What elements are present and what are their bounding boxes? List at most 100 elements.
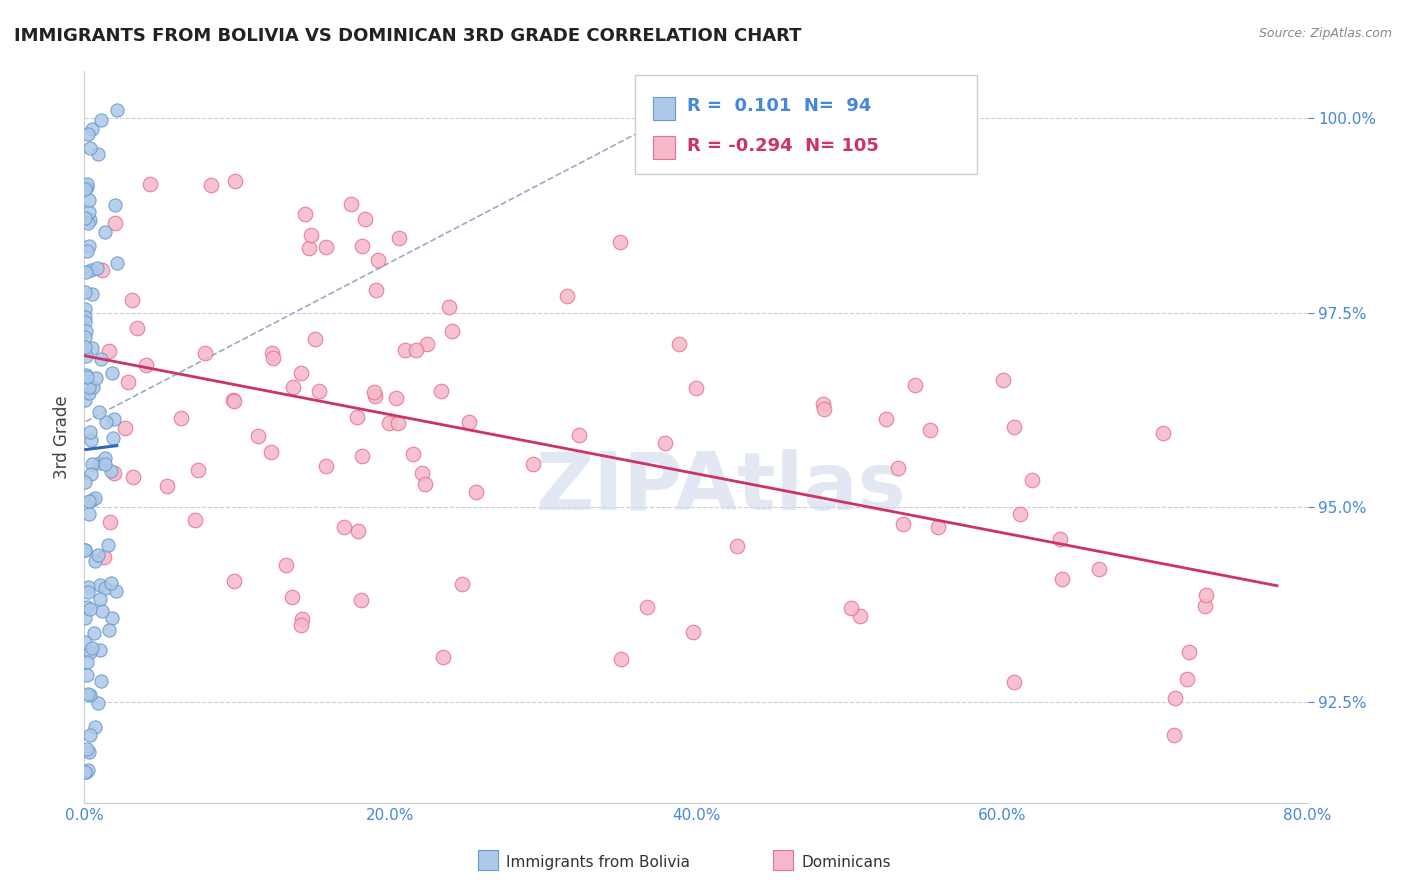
Point: [94, 225, 117, 239]
Point: [79, 467, 101, 482]
Point: [276, 558, 298, 573]
Point: [1195, 588, 1218, 602]
Point: [77, 763, 100, 777]
Point: [281, 590, 304, 604]
Point: [127, 321, 149, 335]
Point: [927, 520, 949, 534]
Point: [352, 239, 374, 253]
FancyBboxPatch shape: [654, 136, 675, 159]
Point: [79, 689, 101, 703]
Point: [77, 507, 100, 521]
Point: [1021, 474, 1043, 488]
Y-axis label: 3rd Grade: 3rd Grade: [53, 395, 72, 479]
Point: [121, 293, 143, 307]
Point: [80, 457, 103, 471]
Point: [80, 263, 103, 277]
Point: [76, 370, 98, 384]
Point: [77, 687, 100, 701]
Text: Source: ZipAtlas.com: Source: ZipAtlas.com: [1258, 27, 1392, 40]
Point: [411, 467, 433, 481]
Point: [89, 405, 111, 419]
Point: [82, 286, 104, 301]
Point: [682, 625, 704, 640]
Point: [224, 174, 246, 188]
Point: [98, 515, 121, 529]
Point: [82, 379, 104, 393]
Point: [73, 310, 96, 324]
Point: [75, 315, 97, 329]
Point: [75, 285, 97, 299]
Point: [79, 645, 101, 659]
Point: [101, 611, 124, 625]
Point: [79, 425, 101, 439]
Point: [402, 447, 425, 461]
Point: [87, 548, 110, 562]
Point: [609, 235, 631, 249]
Point: [75, 635, 97, 649]
Point: [363, 384, 385, 399]
Point: [90, 351, 112, 366]
Point: [1163, 728, 1185, 742]
Point: [75, 543, 97, 558]
Point: [76, 600, 98, 615]
Point: [260, 444, 283, 458]
Point: [354, 212, 377, 227]
Point: [1050, 573, 1073, 587]
Point: [77, 204, 100, 219]
Point: [304, 332, 326, 346]
Point: [75, 340, 97, 354]
Point: [246, 429, 269, 443]
Point: [73, 610, 96, 624]
Point: [887, 461, 910, 475]
Point: [94, 581, 117, 595]
Point: [75, 392, 97, 407]
Point: [849, 609, 872, 624]
Point: [75, 324, 97, 338]
Point: [86, 371, 108, 385]
Point: [104, 584, 127, 599]
Point: [156, 478, 179, 492]
Point: [76, 580, 98, 594]
Point: [222, 392, 245, 407]
Point: [103, 412, 125, 426]
Point: [76, 585, 98, 599]
Point: [340, 197, 363, 211]
Point: [170, 410, 193, 425]
Point: [685, 381, 707, 395]
Point: [332, 520, 354, 534]
Point: [79, 140, 101, 154]
Point: [76, 244, 98, 259]
Text: R =  0.101  N=  94: R = 0.101 N= 94: [688, 96, 872, 115]
Point: [75, 349, 97, 363]
Point: [363, 389, 385, 403]
Point: [76, 668, 98, 682]
Point: [610, 652, 633, 666]
Point: [891, 516, 914, 531]
Point: [76, 655, 98, 669]
Point: [1002, 419, 1025, 434]
Point: [77, 239, 100, 253]
Point: [290, 366, 312, 380]
Point: [75, 181, 97, 195]
Point: [291, 612, 314, 626]
Point: [394, 343, 416, 357]
Point: [79, 212, 101, 227]
Point: [464, 484, 486, 499]
Point: [94, 415, 117, 429]
Point: [117, 375, 139, 389]
Text: ZIPAtlas: ZIPAtlas: [536, 450, 905, 527]
Point: [294, 207, 316, 221]
Point: [73, 475, 96, 489]
Point: [441, 325, 464, 339]
Point: [101, 431, 124, 445]
Text: IMMIGRANTS FROM BOLIVIA VS DOMINICAN 3RD GRADE CORRELATION CHART: IMMIGRANTS FROM BOLIVIA VS DOMINICAN 3RD…: [14, 27, 801, 45]
Point: [184, 513, 207, 527]
Point: [1088, 562, 1111, 576]
Point: [260, 346, 283, 360]
Point: [101, 366, 124, 380]
Point: [100, 575, 122, 590]
Point: [194, 346, 217, 360]
Point: [89, 578, 111, 592]
Point: [224, 574, 246, 588]
Point: [186, 463, 208, 477]
